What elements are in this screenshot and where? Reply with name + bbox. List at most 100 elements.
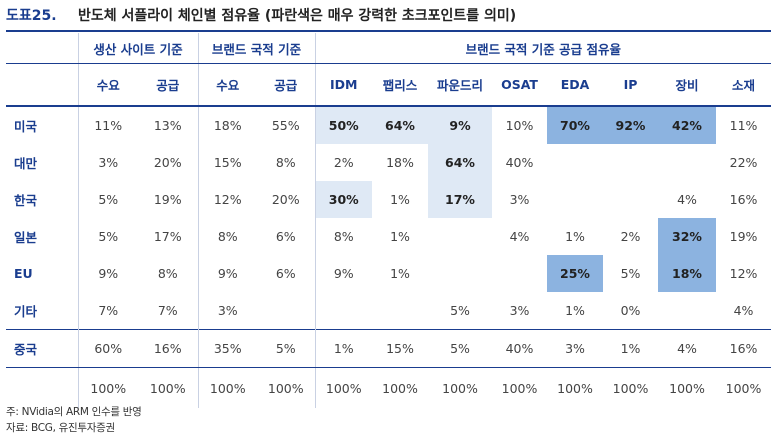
table-row: 일본 5% 17% 8% 6% 8% 1% 4% 1% 2% 32% 19% bbox=[6, 218, 771, 255]
table-cell: 16% bbox=[729, 192, 758, 207]
table-cell: 3% bbox=[77, 144, 138, 181]
table-cell: 6% bbox=[275, 266, 296, 281]
table-cell: 1% bbox=[603, 329, 658, 368]
table-cell: 5% bbox=[77, 218, 138, 255]
table-cell: 8% bbox=[275, 155, 296, 170]
table-cell: 100% bbox=[669, 380, 705, 396]
column-header: IP bbox=[603, 63, 658, 107]
table-cell: 13% bbox=[153, 118, 182, 133]
table-cell: 3% bbox=[547, 329, 603, 368]
column-header: OSAT bbox=[492, 63, 547, 107]
table-cell: 10% bbox=[505, 118, 534, 133]
table-cell: 55% bbox=[271, 118, 300, 133]
table-cell: 9% bbox=[314, 255, 372, 292]
table-cell: 12% bbox=[197, 181, 257, 218]
table-cell: 64% bbox=[428, 144, 492, 181]
table-cell: 40% bbox=[492, 329, 547, 368]
header-corner bbox=[6, 33, 78, 64]
column-header: 수요 bbox=[77, 63, 138, 107]
column-header: 팹리스 bbox=[372, 63, 428, 107]
table-cell: 42% bbox=[658, 106, 716, 144]
table-cell: 20% bbox=[153, 155, 182, 170]
table-cell: 5% bbox=[257, 329, 315, 368]
row-label bbox=[6, 368, 78, 409]
table-cell: 4% bbox=[658, 329, 716, 368]
table-cell: 9% bbox=[197, 255, 257, 292]
table-cell: 1% bbox=[390, 266, 410, 281]
table-cell: 8% bbox=[157, 266, 178, 281]
table-cell: 100% bbox=[382, 380, 418, 396]
table-row: 한국 5% 19% 12% 20% 30% 1% 17% 3% 4% 16% bbox=[6, 181, 771, 218]
table-cell bbox=[372, 292, 428, 330]
table-cell: 20% bbox=[271, 192, 300, 207]
row-label: 일본 bbox=[14, 230, 38, 245]
table-cell: 19% bbox=[729, 229, 758, 244]
table-cell: 9% bbox=[77, 255, 138, 292]
table-cell: 4% bbox=[677, 192, 697, 207]
table-cell: 7% bbox=[157, 303, 178, 318]
row-label: 한국 bbox=[14, 193, 38, 208]
table-cell bbox=[492, 255, 547, 292]
table-row: 기타 7% 7% 3% 5% 3% 1% 0% 4% bbox=[6, 292, 771, 330]
column-header: 수요 bbox=[197, 63, 257, 107]
header-corner-sub bbox=[6, 63, 78, 107]
table-cell: 16% bbox=[138, 329, 198, 368]
table-cell: 4% bbox=[733, 303, 754, 318]
table-row: EU 9% 8% 9% 6% 9% 1% 25% 5% 18% 12% bbox=[6, 255, 771, 292]
row-label: 중국 bbox=[6, 329, 78, 368]
column-header: 공급 bbox=[138, 63, 198, 107]
table-cell: 92% bbox=[603, 106, 658, 144]
table-cell: 3% bbox=[509, 192, 530, 207]
table-cell: 60% bbox=[77, 329, 138, 368]
source-text: 자료: BCG, 유진투자증권 bbox=[6, 422, 115, 434]
row-label: EU bbox=[14, 266, 33, 281]
table-cell: 1% bbox=[565, 303, 585, 318]
column-header: 소재 bbox=[716, 63, 772, 107]
table-cell: 35% bbox=[197, 329, 257, 368]
table-cell: 64% bbox=[372, 106, 428, 144]
table-cell: 100% bbox=[612, 380, 649, 396]
table-cell: 100% bbox=[501, 380, 538, 396]
supply-chain-share-table: 생산 사이트 기준 브랜드 국적 기준 브랜드 국적 기준 공급 점유율 수요 … bbox=[6, 33, 772, 409]
table-cell: 7% bbox=[77, 292, 138, 330]
table-cell: 18% bbox=[658, 255, 716, 292]
table-cell: 15% bbox=[197, 144, 257, 181]
figure-title-bar: 도표25. 반도체 서플라이 체인별 점유율 (파란색은 매우 강력한 초크포인… bbox=[6, 0, 771, 32]
header-column-row: 수요 공급 수요 공급 IDM 팹리스 파운드리 OSAT EDA IP 장비 … bbox=[6, 63, 772, 107]
table-cell: 2% bbox=[620, 229, 641, 244]
figure-title: 반도체 서플라이 체인별 점유율 (파란색은 매우 강력한 초크포인트를 의미) bbox=[78, 8, 517, 24]
table-cell: 100% bbox=[442, 380, 478, 396]
table-cell: 100% bbox=[149, 380, 186, 396]
table-cell: 100% bbox=[314, 367, 372, 408]
table-row: 미국 11% 13% 18% 55% 50% 64% 9% 10% 70% 92% 42% 11% bbox=[6, 106, 771, 144]
table-cell: 25% bbox=[547, 255, 603, 292]
table-cell: 70% bbox=[547, 106, 603, 144]
column-header: 공급 bbox=[257, 63, 315, 107]
footnotes: 주: NVidia의 ARM 인수를 반영 자료: BCG, 유진투자증권 bbox=[6, 404, 142, 436]
header-group-supply-share: 브랜드 국적 기준 공급 점유율 bbox=[314, 33, 772, 64]
table-cell: 12% bbox=[729, 266, 758, 281]
table-cell: 2% bbox=[314, 144, 372, 181]
table-cell: 5% bbox=[77, 181, 138, 218]
table-cell bbox=[547, 181, 603, 218]
table-cell: 3% bbox=[509, 303, 530, 318]
table-cell: 5% bbox=[450, 303, 470, 318]
table-cell: 100% bbox=[197, 367, 257, 408]
column-header: 장비 bbox=[658, 63, 716, 107]
table-cell bbox=[257, 292, 315, 330]
table-cell: 32% bbox=[658, 218, 716, 255]
table-cell bbox=[603, 181, 658, 218]
table-cell bbox=[547, 144, 603, 181]
header-group-production: 생산 사이트 기준 bbox=[77, 33, 198, 64]
table-cell: 8% bbox=[314, 218, 372, 255]
table-cell: 18% bbox=[197, 106, 257, 144]
table-cell: 8% bbox=[197, 218, 257, 255]
table-cell: 40% bbox=[505, 155, 534, 170]
table-cell bbox=[658, 292, 716, 330]
note-text: 주: NVidia의 ARM 인수를 반영 bbox=[6, 406, 142, 418]
column-header: EDA bbox=[547, 63, 603, 107]
table-row: 대만 3% 20% 15% 8% 2% 18% 64% 40% 22% bbox=[6, 144, 771, 181]
table-cell: 1% bbox=[565, 229, 585, 244]
table-cell bbox=[658, 144, 716, 181]
row-label: 기타 bbox=[14, 304, 38, 319]
